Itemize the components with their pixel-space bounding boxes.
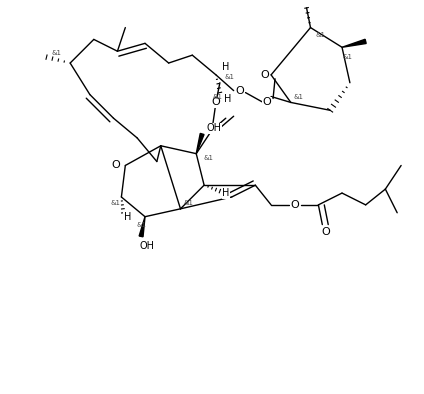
- Text: OH: OH: [206, 123, 221, 133]
- Text: H: H: [222, 62, 229, 72]
- Text: O: O: [261, 70, 270, 80]
- Text: &1: &1: [136, 221, 146, 228]
- Text: &1: &1: [203, 154, 213, 161]
- Text: O: O: [290, 200, 299, 210]
- Text: &1: &1: [225, 74, 235, 80]
- Text: O: O: [111, 160, 120, 171]
- Text: &1: &1: [51, 50, 61, 56]
- Text: &1: &1: [111, 200, 120, 206]
- Text: &1: &1: [343, 54, 353, 60]
- Text: &1: &1: [294, 93, 304, 100]
- Text: H: H: [124, 212, 131, 222]
- Polygon shape: [196, 134, 204, 154]
- Text: &1: &1: [183, 200, 193, 206]
- Text: &1: &1: [315, 32, 325, 39]
- Text: &1: &1: [213, 93, 223, 100]
- Text: O: O: [321, 227, 330, 238]
- Text: O: O: [263, 97, 271, 108]
- Text: O: O: [235, 85, 244, 96]
- Text: H: H: [224, 93, 232, 104]
- Text: H: H: [222, 188, 229, 198]
- Text: O: O: [212, 97, 220, 108]
- Polygon shape: [342, 39, 366, 47]
- Text: OH: OH: [139, 241, 154, 251]
- Polygon shape: [139, 217, 145, 237]
